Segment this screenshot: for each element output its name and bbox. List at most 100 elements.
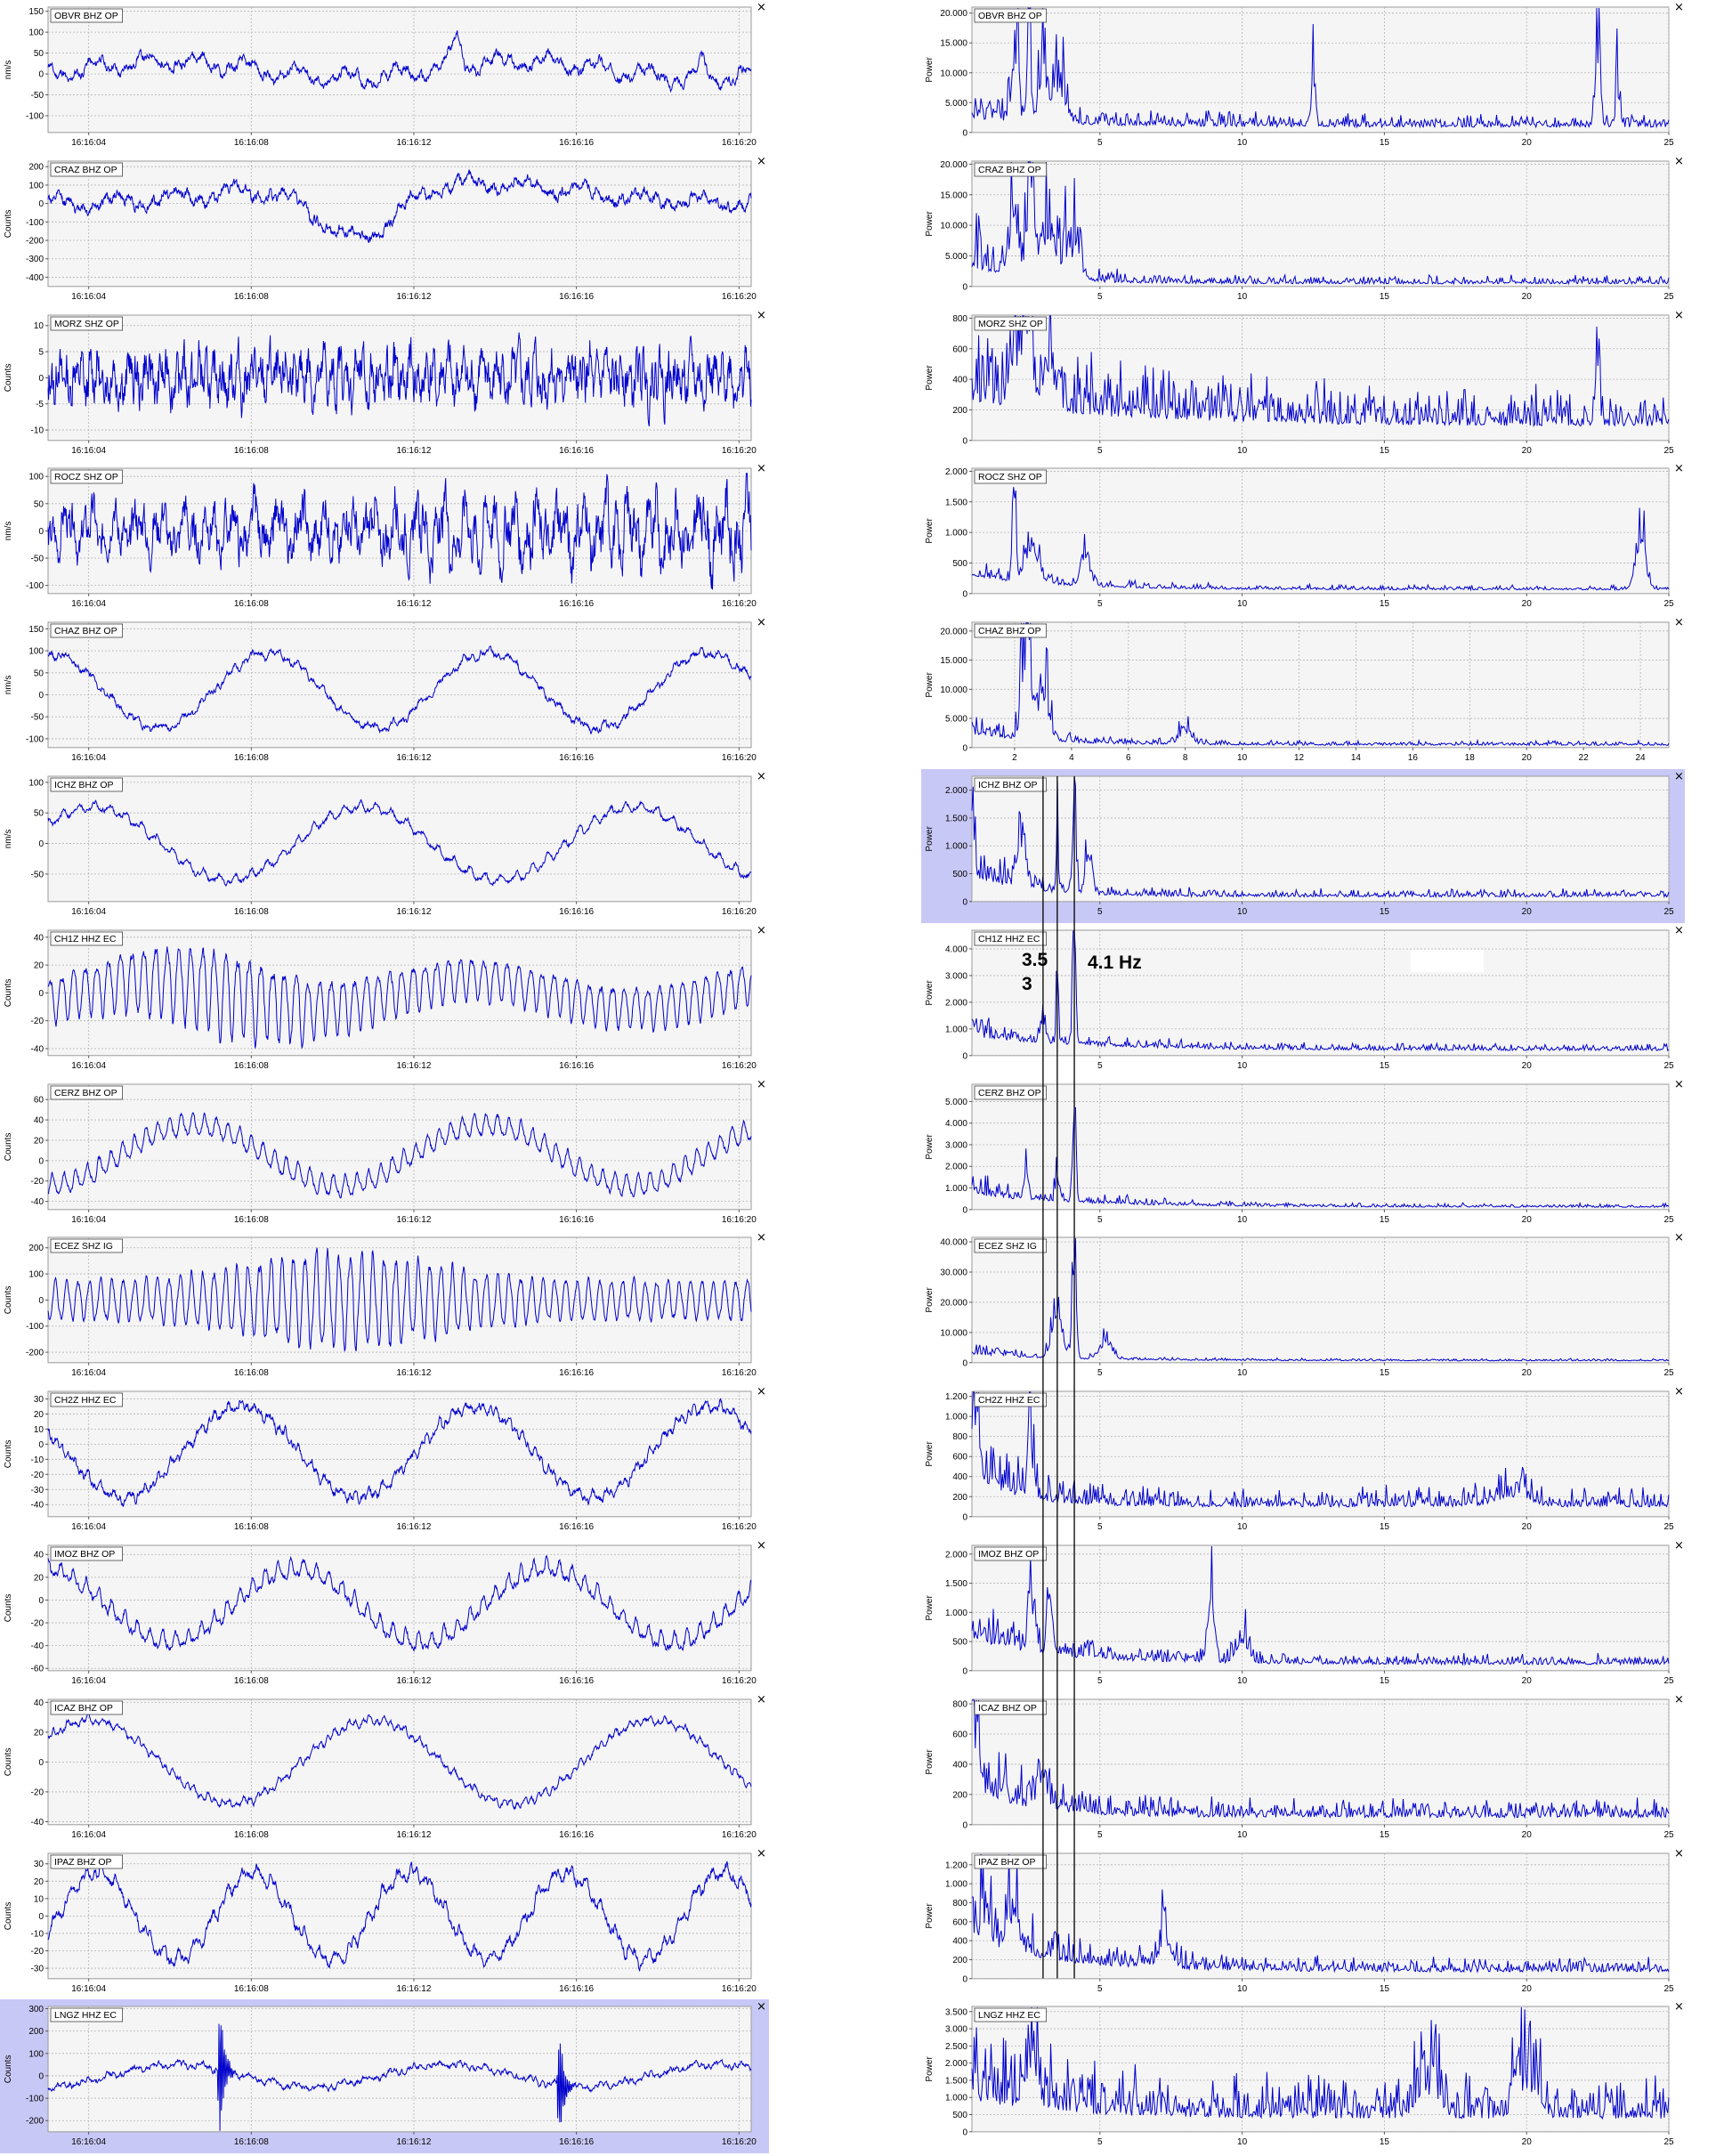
spectrum-panel[interactable]: 0 200 400 600 800 Power 5 10 15 20 25 MORZ SHZ OP ×	[921, 308, 1685, 462]
close-icon[interactable]: ×	[1674, 770, 1684, 783]
close-icon[interactable]: ×	[757, 2000, 766, 2014]
y-tick-label: 4.000	[945, 944, 967, 954]
close-icon[interactable]: ×	[757, 462, 766, 476]
close-icon[interactable]: ×	[1674, 462, 1684, 476]
spectrum-panel[interactable]: 0 500 1.000 1.500 2.000 Power 5 10 15 20 25 IMOZ BH…	[921, 1538, 1685, 1692]
spectrum-panel[interactable]: 0 1.000 2.000 3.000 4.000 Power 5 10 15 20 25 CH1Z …	[921, 923, 1685, 1077]
y-tick-label: 0	[38, 1596, 44, 1606]
spectrum-panel[interactable]: 0 500 1.000 1.500 2.000 Power 5 10 15 20 25 ICHZ BH…	[921, 769, 1685, 923]
x-tick-label: 20	[1522, 138, 1533, 148]
station-label-box	[50, 1238, 123, 1253]
close-icon[interactable]: ×	[1674, 154, 1684, 168]
station-label: MORZ SHZ OP	[54, 319, 119, 329]
close-icon[interactable]: ×	[1674, 1385, 1684, 1399]
close-icon[interactable]: ×	[1674, 308, 1684, 322]
close-icon[interactable]: ×	[1674, 1077, 1684, 1091]
seismogram-panel[interactable]: -100 -50 0 50 100 150 nm/s 16:16:04 16:16:08 16:1…	[0, 0, 769, 154]
close-icon[interactable]: ×	[757, 770, 766, 783]
x-tick-label: 16:16:08	[234, 907, 269, 917]
y-tick-label: 1.000	[945, 1025, 967, 1034]
frequency-annotation: 3.5	[1022, 950, 1048, 970]
station-label-box	[50, 1392, 123, 1407]
close-icon[interactable]: ×	[757, 1539, 766, 1552]
x-tick-label: 10	[1237, 753, 1248, 763]
close-icon[interactable]: ×	[757, 616, 766, 630]
x-tick-label: 5	[1097, 292, 1103, 302]
chart-svg: 0 200 400 600 800 Power 5 10 15 20 25 ICAZ BHZ OP	[925, 1698, 1674, 1840]
close-icon[interactable]: ×	[1674, 2000, 1684, 2014]
spectrum-panel[interactable]: 0 5.000 10.000 15.000 20.000 Power 2 4 6 8 10 12 14 1…	[921, 615, 1685, 769]
seismogram-panel[interactable]: -100 -50 0 50 100 150 nm/s 16:16:04 16:16:08 16:1…	[0, 615, 769, 769]
seismogram-panel[interactable]: -40 -20 0 20 40 60 Counts 16:16:04 16:16:08 16:16…	[0, 1077, 769, 1231]
y-tick-label: -20	[31, 1017, 45, 1026]
y-tick-label: 10.000	[940, 221, 967, 231]
seismogram-panel[interactable]: -40 -20 0 20 40 Counts 16:16:04 16:16:08 16:16:1…	[0, 923, 769, 1077]
seismogram-panel[interactable]: -10 -5 0 5 10 Counts 16:16:04 16:16:08 16:16:12 1…	[0, 308, 769, 462]
seismogram-panel[interactable]: -40 -20 0 20 40 Counts 16:16:04 16:16:08 16:16:1…	[0, 1692, 769, 1846]
close-icon[interactable]: ×	[1674, 616, 1684, 630]
spectrum-panel[interactable]: 0 500 1.000 1.500 2.000 2.500 3.000 3.500 Power 5…	[921, 1999, 1685, 2153]
y-tick-label: 500	[952, 559, 967, 569]
close-icon[interactable]: ×	[757, 308, 766, 322]
white-patch	[1411, 950, 1484, 972]
frequency-annotation: 3	[1022, 974, 1032, 994]
y-tick-label: -100	[26, 735, 44, 745]
close-icon[interactable]: ×	[1674, 1846, 1684, 1860]
close-icon[interactable]: ×	[757, 1077, 766, 1091]
chart-svg: -200 -100 0 100 200 300 Counts 16:16:04 16:16:08…	[4, 2005, 757, 2147]
close-icon[interactable]: ×	[1674, 1231, 1684, 1245]
station-label-box	[974, 1238, 1047, 1253]
chart-svg: -100 -50 0 50 100 150 nm/s 16:16:04 16:16:08 16:1…	[4, 621, 757, 763]
y-tick-label: 1.500	[945, 498, 967, 508]
seismogram-panel[interactable]: -200 -100 0 100 200 300 Counts 16:16:04 16:16:08…	[0, 1999, 769, 2154]
seismogram-panel[interactable]: -50 0 50 100 nm/s 16:16:04 16:16:08 16:16:12 16:…	[0, 769, 769, 923]
spectrum-panel[interactable]: 0 10.000 20.000 30.000 40.000 Power 5 10 15 20 25 E…	[921, 1230, 1685, 1384]
close-icon[interactable]: ×	[1674, 1539, 1684, 1552]
close-icon[interactable]: ×	[757, 1846, 766, 1860]
close-icon[interactable]: ×	[757, 1385, 766, 1399]
spectrum-panel[interactable]: 0 500 1.000 1.500 2.000 Power 5 10 15 20 25 ROCZ SH…	[921, 461, 1685, 615]
chart-svg: -40 -20 0 20 40 Counts 16:16:04 16:16:08 16:16:1…	[4, 1698, 757, 1840]
close-icon[interactable]: ×	[757, 1, 766, 14]
spectrum-panel[interactable]: 0 1.000 2.000 3.000 4.000 5.000 Power 5 10 15 20 25…	[921, 1077, 1685, 1231]
station-label: CRAZ BHZ OP	[54, 165, 117, 175]
y-axis-label: Power	[925, 672, 935, 698]
y-tick-label: -20	[31, 1787, 45, 1797]
close-icon[interactable]: ×	[1674, 1692, 1684, 1706]
y-tick-label: -400	[26, 273, 44, 283]
y-tick-label: 2.000	[945, 467, 967, 477]
seismogram-panel[interactable]: -100 -50 0 50 100 nm/s 16:16:04 16:16:08 16:16:1…	[0, 461, 769, 615]
spectrum-panel[interactable]: 0 5.000 10.000 15.000 20.000 Power 5 10 15 20 25 CR…	[921, 154, 1685, 308]
x-tick-label: 10	[1237, 1983, 1248, 1993]
close-icon[interactable]: ×	[757, 154, 766, 168]
plot-area	[971, 6, 1670, 134]
y-tick-label: 0	[962, 1051, 967, 1061]
spectrum-panel[interactable]: 0 5.000 10.000 15.000 20.000 Power 5 10 15 20 25 OB…	[921, 0, 1685, 154]
x-tick-label: 15	[1380, 599, 1390, 609]
close-icon[interactable]: ×	[1674, 923, 1684, 937]
y-tick-label: 30	[34, 1860, 45, 1869]
close-icon[interactable]: ×	[757, 923, 766, 937]
y-axis-label: Power	[925, 364, 935, 390]
x-tick-label: 20	[1522, 1522, 1533, 1532]
seismogram-panel[interactable]: -30 -20 -10 0 10 20 30 Counts 16:16:04 16:16:08 16…	[0, 1846, 769, 2000]
y-tick-label: 20.000	[940, 160, 967, 170]
y-tick-label: 300	[28, 2005, 44, 2014]
x-tick-label: 16:16:16	[559, 1368, 594, 1378]
spectrum-panel[interactable]: 0 200 400 600 800 Power 5 10 15 20 25 ICAZ BHZ OP ×	[921, 1692, 1685, 1846]
x-tick-label: 16:16:04	[71, 1983, 106, 1993]
seismogram-panel[interactable]: -40 -30 -20 -10 0 10 20 30 Counts 16:16:04 16:16:0…	[0, 1384, 769, 1538]
close-icon[interactable]: ×	[757, 1692, 766, 1706]
y-tick-label: 0	[38, 1911, 44, 1921]
y-tick-label: -10	[31, 1929, 45, 1939]
x-tick-label: 16:16:08	[234, 1368, 269, 1378]
station-label-box	[974, 1546, 1047, 1561]
spectrum-panel[interactable]: 0 200 400 600 800 1.000 1.200 Power 5 10 15 20 25 IPA…	[921, 1846, 1685, 2000]
seismogram-panel[interactable]: -60 -40 -20 0 20 40 Counts 16:16:04 16:16:08 16:1…	[0, 1538, 769, 1692]
seismogram-panel[interactable]: -400 -300 -200 -100 0 100 200 Counts 16:16:04 16:…	[0, 154, 769, 308]
close-icon[interactable]: ×	[1674, 1, 1684, 14]
seismogram-panel[interactable]: -200 -100 0 100 200 Counts 16:16:04 16:16:08 16:…	[0, 1230, 769, 1384]
close-icon[interactable]: ×	[757, 1231, 766, 1245]
y-axis-label: Counts	[4, 1747, 13, 1776]
spectrum-panel[interactable]: 0 200 400 600 800 1.000 1.200 Power 5 10 15 20 25 CH2…	[921, 1384, 1685, 1538]
